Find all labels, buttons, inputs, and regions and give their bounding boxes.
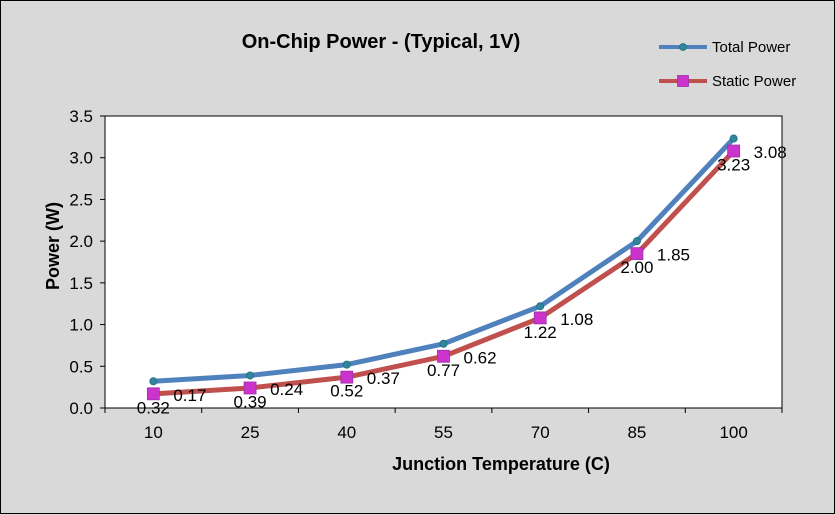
data-point-total-power xyxy=(246,371,255,380)
data-point-static-power xyxy=(727,144,741,158)
data-label-total-power: 0.77 xyxy=(427,361,460,380)
data-label-total-power: 3.23 xyxy=(717,156,750,175)
legend: Total Power Static Power xyxy=(659,39,796,90)
y-tick-label: 1.0 xyxy=(69,316,93,335)
legend-label-total-power: Total Power xyxy=(712,39,790,56)
data-point-static-power xyxy=(437,349,450,363)
data-point-static-power xyxy=(533,311,547,325)
data-point-total-power xyxy=(439,339,448,348)
data-point-total-power xyxy=(632,237,641,246)
chart-title: On-Chip Power - (Typical, 1V) xyxy=(242,31,521,53)
data-label-static-power: 0.62 xyxy=(464,348,497,367)
x-axis-title: Junction Temperature (C) xyxy=(392,454,610,474)
y-tick-label: 2.5 xyxy=(69,190,93,209)
x-tick-label: 10 xyxy=(144,423,163,442)
data-point-total-power xyxy=(729,134,738,143)
data-label-static-power: 0.17 xyxy=(173,386,206,405)
x-tick-label: 25 xyxy=(241,423,260,442)
y-axis: 0.0 0.5 1.0 1.5 2.0 2.5 3.0 3.5 xyxy=(69,107,105,418)
x-tick-label: 100 xyxy=(719,423,747,442)
data-point-static-power xyxy=(340,370,354,384)
x-axis: 10 25 40 55 70 85 100 xyxy=(104,408,783,442)
x-tick-label: 40 xyxy=(337,423,356,442)
data-point-total-power xyxy=(342,360,351,369)
y-axis-title: Power (W) xyxy=(43,202,63,290)
x-tick-label: 70 xyxy=(531,423,550,442)
data-label-static-power: 1.08 xyxy=(560,310,593,329)
legend-label-static-power: Static Power xyxy=(712,73,796,90)
data-label-total-power: 0.32 xyxy=(137,398,170,417)
data-label-static-power: 3.08 xyxy=(754,143,787,162)
data-label-static-power: 0.24 xyxy=(270,380,303,399)
data-point-static-power xyxy=(243,381,257,395)
y-tick-label: 2.0 xyxy=(69,232,93,251)
data-label-total-power: 2.00 xyxy=(620,258,653,277)
data-point-total-power xyxy=(149,377,158,386)
data-label-total-power: 1.22 xyxy=(524,323,557,342)
y-tick-label: 3.5 xyxy=(69,107,93,126)
data-label-static-power: 0.37 xyxy=(367,369,400,388)
y-tick-label: 0.0 xyxy=(69,399,93,418)
data-point-static-power xyxy=(630,247,644,261)
data-point-static-power xyxy=(146,387,160,401)
legend-marker-total-power xyxy=(679,43,687,51)
series-layer xyxy=(146,134,741,401)
x-tick-label: 55 xyxy=(434,423,453,442)
x-tick-label: 85 xyxy=(627,423,646,442)
data-label-static-power: 1.85 xyxy=(657,246,690,265)
data-label-layer: 0.32 0.39 0.52 0.77 1.22 2.00 3.23 0.17 0.24 0.37… xyxy=(137,143,787,417)
data-label-total-power: 0.52 xyxy=(330,382,363,401)
y-tick-label: 1.5 xyxy=(69,274,93,293)
data-point-total-power xyxy=(536,302,545,311)
y-tick-label: 3.0 xyxy=(69,149,93,168)
legend-marker-static-power xyxy=(677,75,689,87)
data-label-total-power: 0.39 xyxy=(234,392,267,411)
y-tick-label: 0.5 xyxy=(69,357,93,376)
